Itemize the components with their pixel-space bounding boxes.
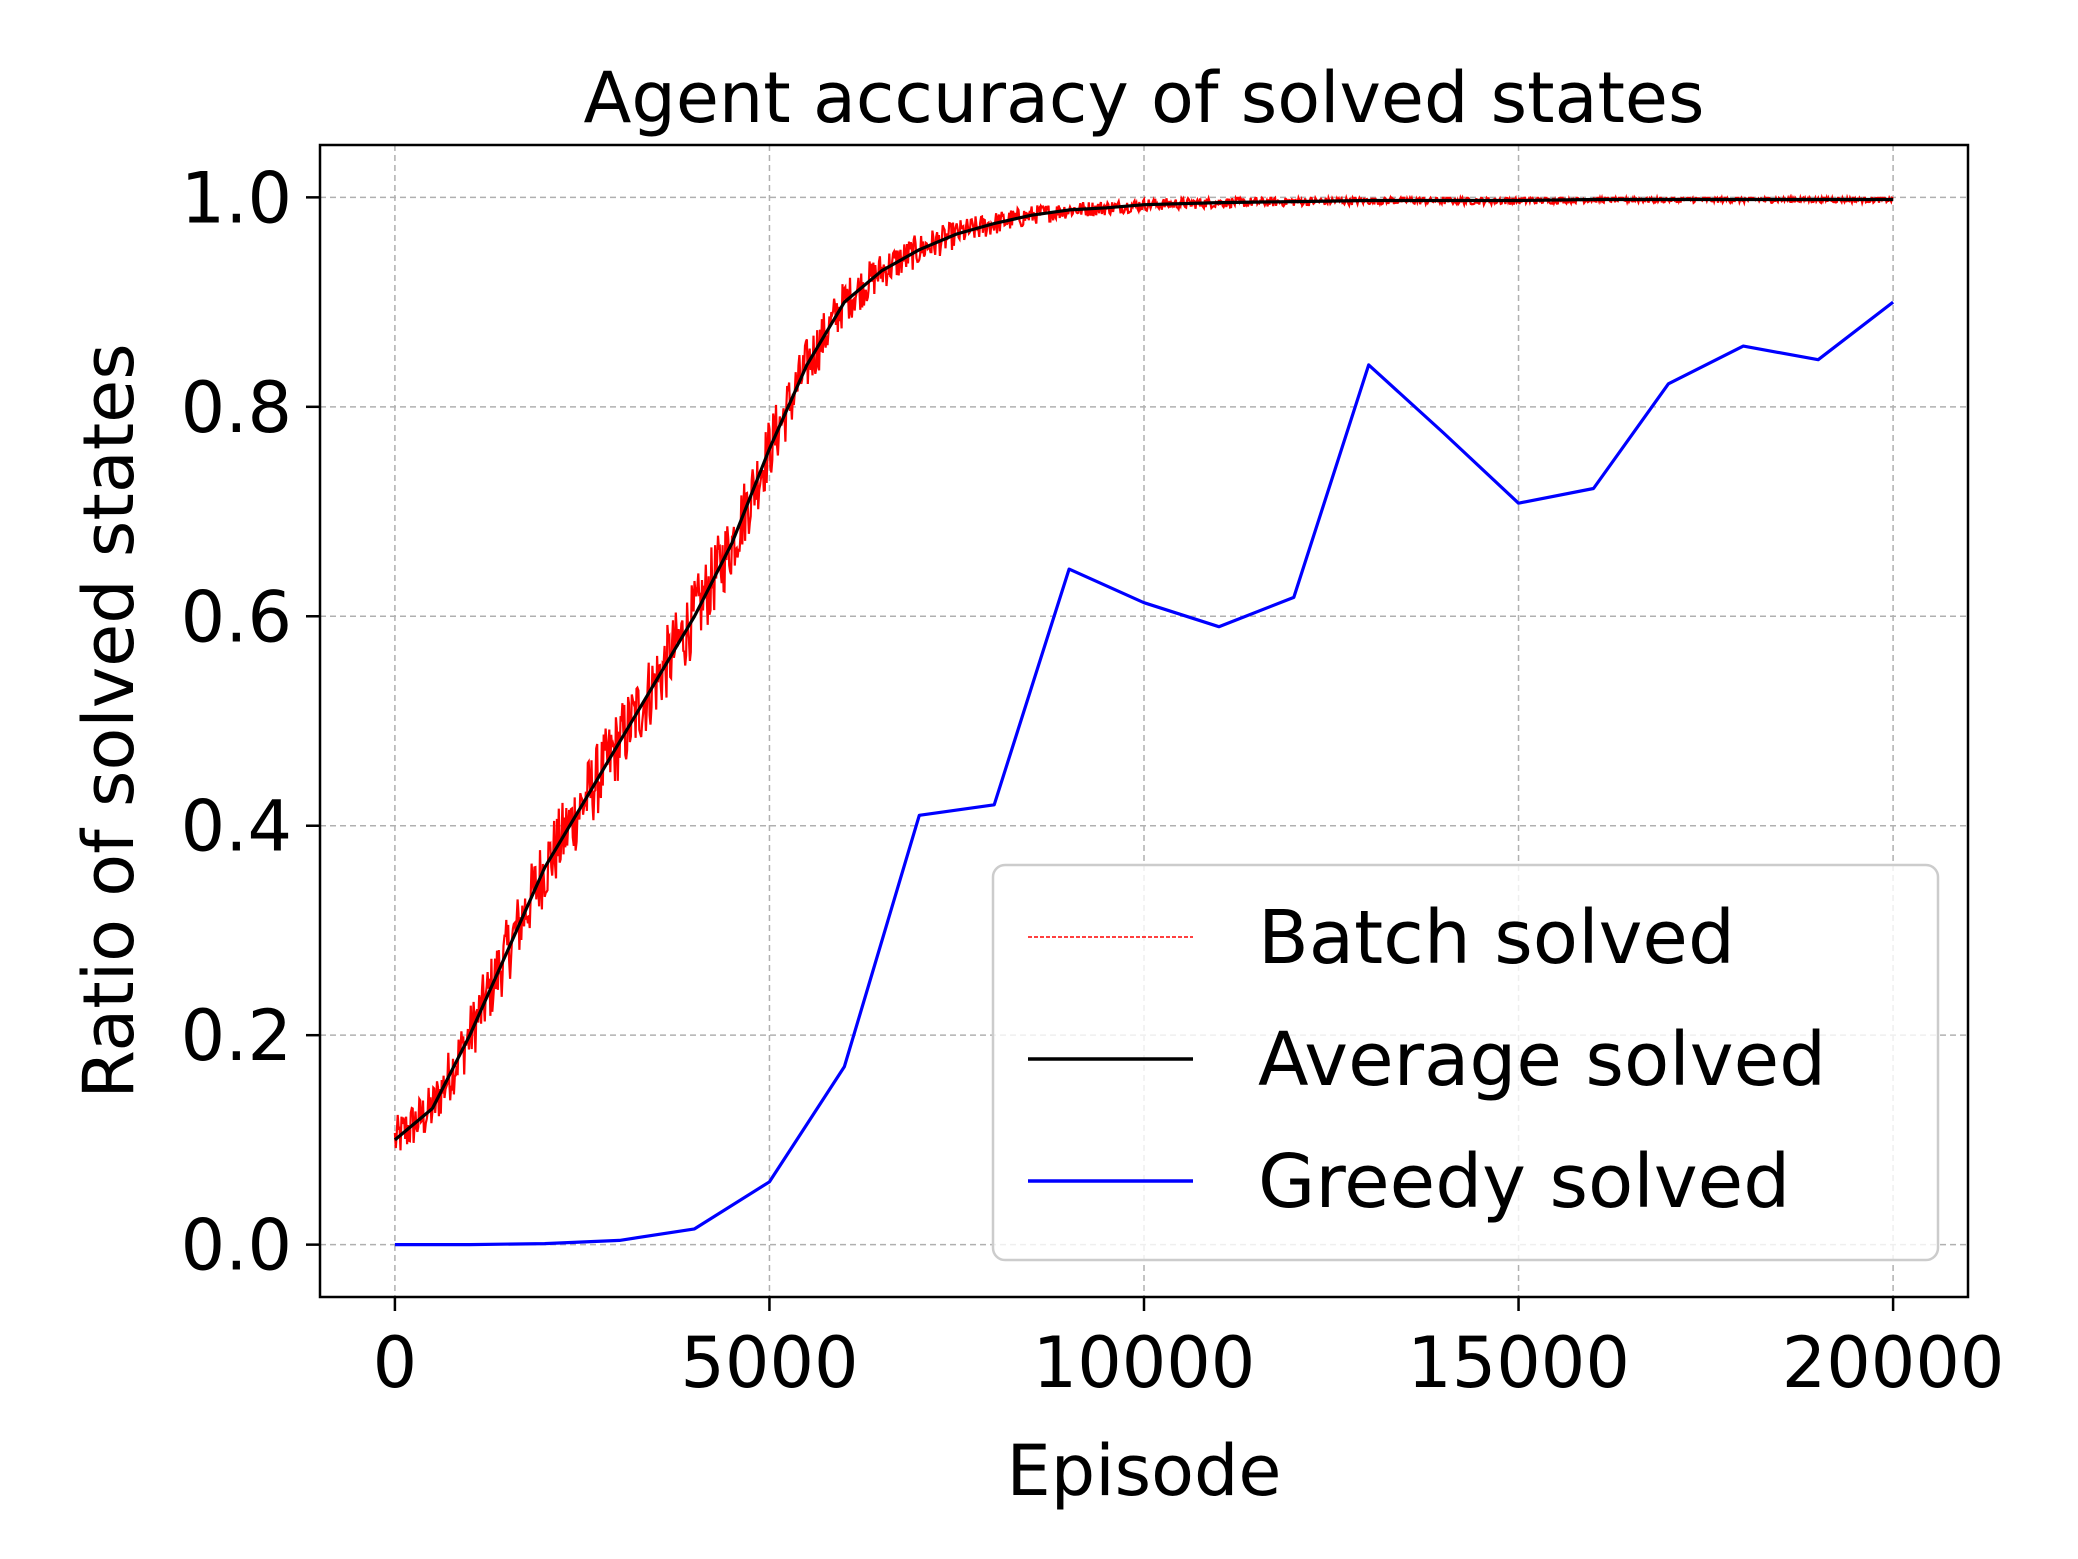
chart-title: Agent accuracy of solved states (584, 57, 1705, 139)
y-tick-label: 0.8 (181, 367, 292, 449)
legend-label: Greedy solved (1258, 1139, 1790, 1225)
series-line-greedy-solved (394, 300, 1895, 1247)
legend: Batch solved Average solved Greedy solved (991, 863, 1940, 1262)
x-tick-label: 10000 (1033, 1322, 1256, 1404)
y-tick-label: 0.0 (181, 1205, 292, 1287)
x-tick-label: 0 (373, 1322, 418, 1404)
y-tick-label: 0.2 (181, 995, 292, 1077)
legend-label: Batch solved (1258, 895, 1735, 981)
legend-label: Average solved (1258, 1017, 1826, 1103)
legend-box (991, 863, 1940, 1262)
plot-lines (393, 193, 1895, 1247)
y-tick-label: 0.4 (181, 786, 292, 868)
x-tick-label: 15000 (1407, 1322, 1630, 1404)
y-axis-title: Ratio of solved states (68, 343, 150, 1098)
series-line-average-solved (393, 197, 1894, 1142)
ticks: 0 5000 10000 15000 20000 0.0 0.2 0.4 0.6 0.8 1.0 (181, 157, 2005, 1404)
x-tick-label: 20000 (1782, 1322, 2005, 1404)
x-axis-title: Episode (1007, 1430, 1282, 1512)
y-tick-label: 0.6 (181, 576, 292, 658)
y-tick-label: 1.0 (181, 157, 292, 239)
x-tick-label: 5000 (680, 1322, 858, 1404)
